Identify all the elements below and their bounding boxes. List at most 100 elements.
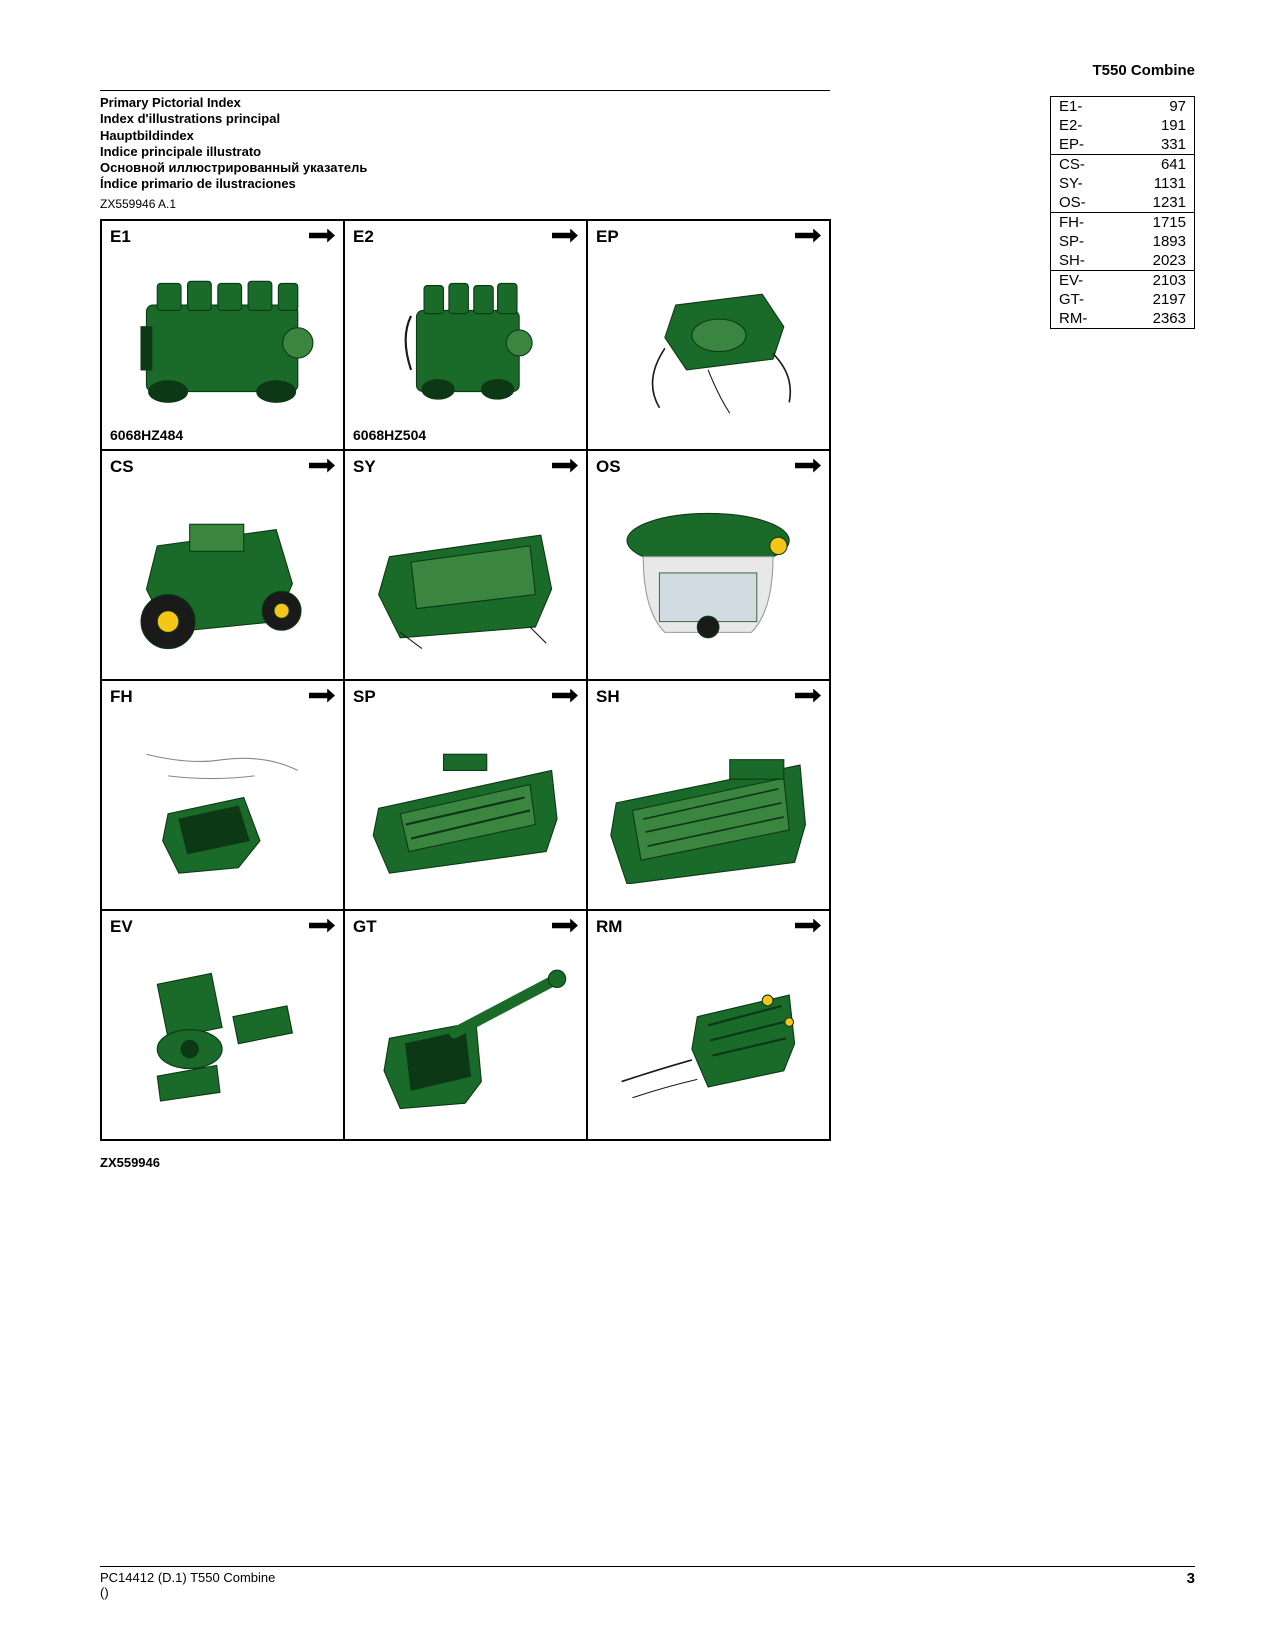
- index-code: EV-: [1059, 272, 1083, 289]
- index-code: GT-: [1059, 291, 1084, 308]
- cell-code: OS: [596, 457, 621, 477]
- cell-sy[interactable]: SY: [344, 450, 587, 680]
- index-page: 1231: [1153, 194, 1186, 211]
- cell-sh[interactable]: SH: [587, 680, 830, 910]
- index-row[interactable]: FH-1715: [1051, 213, 1194, 232]
- ev-image: [112, 941, 333, 1114]
- index-page: 331: [1161, 136, 1186, 153]
- cs-image: [112, 481, 333, 654]
- index-code: SH-: [1059, 252, 1085, 269]
- index-code: CS-: [1059, 156, 1085, 173]
- index-page: 191: [1161, 117, 1186, 134]
- title-ru: Основной иллюстрированный указатель: [100, 160, 1195, 176]
- index-row[interactable]: RM- 2363: [1051, 309, 1194, 328]
- nav-arrow-icon: [309, 229, 335, 243]
- cell-code: EP: [596, 227, 619, 247]
- index-row[interactable]: SH- 2023: [1051, 251, 1194, 270]
- index-code: SP-: [1059, 233, 1084, 250]
- title-en: Primary Pictorial Index: [100, 95, 1195, 111]
- index-page: 97: [1169, 98, 1186, 115]
- title-fr: Index d'illustrations principal: [100, 111, 1195, 127]
- nav-arrow-icon: [309, 689, 335, 703]
- title-it: Indice principale illustrato: [100, 144, 1195, 160]
- gt-image: [355, 941, 576, 1114]
- cell-os[interactable]: OS: [587, 450, 830, 680]
- cell-cs[interactable]: CS: [101, 450, 344, 680]
- top-rule: [100, 90, 830, 91]
- index-row[interactable]: GT- 2197: [1051, 290, 1194, 309]
- cell-bottom-label: 6068HZ484: [110, 427, 183, 443]
- index-code: E2-: [1059, 117, 1082, 134]
- fh-image: [112, 711, 333, 884]
- page-footer: PC14412 (D.1) T550 Combine () 3: [100, 1566, 1195, 1600]
- index-code: FH-: [1059, 214, 1084, 231]
- index-code: EP-: [1059, 136, 1084, 153]
- cell-code: SY: [353, 457, 376, 477]
- rm-image: [598, 941, 819, 1114]
- cell-ep[interactable]: EP: [587, 220, 830, 450]
- index-code: E1-: [1059, 98, 1082, 115]
- cell-code: SH: [596, 687, 620, 707]
- cell-code: GT: [353, 917, 377, 937]
- index-page: 2197: [1153, 291, 1186, 308]
- product-header: T550 Combine: [1092, 62, 1195, 79]
- engine-e1-image: [112, 251, 333, 424]
- index-page: 2103: [1153, 272, 1186, 289]
- nav-arrow-icon: [309, 459, 335, 473]
- nav-arrow-icon: [552, 229, 578, 243]
- cell-e2[interactable]: E2 6068HZ504: [344, 220, 587, 450]
- cell-e1[interactable]: E1 6068HZ484: [101, 220, 344, 450]
- cell-code: CS: [110, 457, 134, 477]
- index-row[interactable]: E1- 97: [1051, 97, 1194, 116]
- index-group: FH-1715 SP- 1893 SH- 2023: [1051, 213, 1194, 271]
- sy-image: [355, 481, 576, 654]
- nav-arrow-icon: [795, 229, 821, 243]
- index-group: E1- 97 E2- 191 EP- 331: [1051, 97, 1194, 155]
- cell-rm[interactable]: RM: [587, 910, 830, 1140]
- cell-code: E1: [110, 227, 131, 247]
- cell-ev[interactable]: EV: [101, 910, 344, 1140]
- index-row[interactable]: SP- 1893: [1051, 232, 1194, 251]
- nav-arrow-icon: [552, 459, 578, 473]
- cell-code: SP: [353, 687, 376, 707]
- cell-gt[interactable]: GT: [344, 910, 587, 1140]
- footer-page-number: 3: [1187, 1570, 1195, 1600]
- cell-sp[interactable]: SP: [344, 680, 587, 910]
- index-row[interactable]: CS-641: [1051, 155, 1194, 174]
- footer-doc-info: PC14412 (D.1) T550 Combine: [100, 1570, 275, 1585]
- index-group: EV- 2103 GT- 2197 RM- 2363: [1051, 271, 1194, 328]
- cell-fh[interactable]: FH: [101, 680, 344, 910]
- cell-code: EV: [110, 917, 133, 937]
- index-row[interactable]: E2- 191: [1051, 116, 1194, 135]
- index-page: 2023: [1153, 252, 1186, 269]
- sh-image: [598, 711, 819, 884]
- drawing-subcode: ZX559946 A.1: [100, 197, 1195, 211]
- nav-arrow-icon: [795, 919, 821, 933]
- pictorial-grid: E1 6068HZ484 E2: [100, 219, 831, 1141]
- ep-image: [598, 251, 819, 424]
- os-image: [598, 481, 819, 654]
- index-code: OS-: [1059, 194, 1086, 211]
- index-row[interactable]: EV- 2103: [1051, 271, 1194, 290]
- page-index-table: E1- 97 E2- 191 EP- 331 CS-641 SY- 1131 OS- 12…: [1050, 96, 1195, 329]
- cell-code: RM: [596, 917, 622, 937]
- index-code: RM-: [1059, 310, 1087, 327]
- bottom-drawing-code: ZX559946: [100, 1155, 1195, 1170]
- nav-arrow-icon: [552, 919, 578, 933]
- index-row[interactable]: OS- 1231: [1051, 193, 1194, 212]
- title-es: Índice primario de ilustraciones: [100, 176, 1195, 192]
- title-block: Primary Pictorial Index Index d'illustra…: [100, 95, 1195, 193]
- footer-paren: (): [100, 1585, 275, 1600]
- index-row[interactable]: EP- 331: [1051, 135, 1194, 154]
- nav-arrow-icon: [795, 689, 821, 703]
- index-page: 2363: [1153, 310, 1186, 327]
- nav-arrow-icon: [309, 919, 335, 933]
- sp-image: [355, 711, 576, 884]
- index-code: SY-: [1059, 175, 1083, 192]
- index-page: 1893: [1153, 233, 1186, 250]
- index-page: 1131: [1154, 175, 1186, 192]
- engine-e2-image: [355, 251, 576, 424]
- nav-arrow-icon: [552, 689, 578, 703]
- index-row[interactable]: SY- 1131: [1051, 174, 1194, 193]
- title-de: Hauptbildindex: [100, 128, 1195, 144]
